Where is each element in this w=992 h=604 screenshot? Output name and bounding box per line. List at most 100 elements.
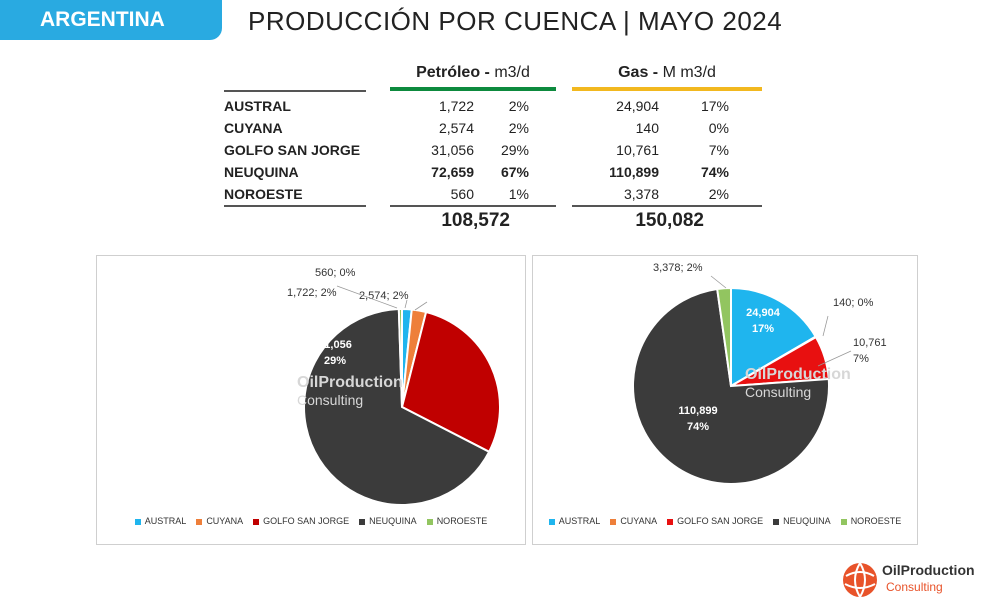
name-header-line [224, 90, 366, 92]
pie-data-label: 2,574; 2% [359, 290, 409, 302]
watermark-line1: OilProduction [745, 366, 851, 383]
legend-label: GOLFO SAN JORGE [263, 516, 350, 526]
page-title: PRODUCCIÓN POR CUENCA | MAYO 2024 [248, 6, 783, 36]
pie-data-label: 31,056 29% [318, 339, 352, 367]
logo-line1: OilProduction [882, 562, 975, 578]
legend-swatch [840, 518, 847, 525]
watermark: OilProduction Consulting [297, 374, 403, 410]
table-bottom-line-gas [572, 205, 762, 207]
basin-name: CUYANA [224, 120, 283, 136]
label-leader-line [710, 275, 727, 289]
pie-data-label: 1,722; 2% [287, 287, 337, 299]
legend-item: NEUQUINA [773, 516, 831, 526]
gas-header: Gas - M m3/d [572, 64, 762, 84]
pie-slice-noroeste [716, 286, 732, 387]
pie-data-label: 3,378; 2% [653, 262, 703, 274]
pie-slice-neuquina [303, 308, 491, 506]
oil-value: 560 [450, 186, 474, 202]
oil-percent: 2% [508, 98, 529, 114]
gas-value: 3,378 [623, 186, 659, 202]
legend-item: GOLFO SAN JORGE [253, 516, 349, 526]
legend-item: AUSTRAL [548, 516, 601, 526]
gas-percent: 17% [700, 98, 729, 114]
gas-value: 140 [635, 120, 659, 136]
oil-percent: 67% [500, 164, 529, 180]
legend-swatch [610, 518, 617, 525]
legend-item: NOROESTE [426, 516, 488, 526]
gas-percent: 2% [708, 186, 729, 202]
legend-label: AUSTRAL [144, 516, 187, 526]
watermark-line2: Consulting [297, 392, 364, 408]
legend-item: CUYANA [610, 516, 657, 526]
gas-header-unit: M m3/d [662, 64, 716, 81]
gas-header-bar [572, 87, 762, 91]
legend-label: CUYANA [206, 516, 244, 526]
legend-swatch [196, 518, 203, 525]
legend-label: CUYANA [620, 516, 658, 526]
oil-header-unit: m3/d [494, 64, 530, 81]
oil-value: 2,574 [438, 120, 474, 136]
pie-data-label: 560; 0% [315, 267, 356, 279]
pie-slice-golfo-san-jorge [400, 310, 501, 454]
gas-pie-panel: 24,904 17% 140; 0% 10,761 7% 110,899 74% 3,378;… [532, 255, 918, 545]
table-row: GOLFO SAN JORGE 31,056 29% 10,761 7% [224, 139, 764, 161]
legend-swatch [359, 518, 366, 525]
legend-label: AUSTRAL [558, 516, 601, 526]
gas-percent: 7% [708, 142, 729, 158]
watermark: OilProduction Consulting [745, 366, 851, 402]
legend-swatch [253, 518, 260, 525]
legend-item: AUSTRAL [134, 516, 187, 526]
pie-data-label: 24,904 17% [746, 307, 781, 335]
gas-pie-chart: 24,904 17% 140; 0% 10,761 7% 110,899 74% 3,378;… [632, 262, 887, 485]
logo-globe-icon [843, 562, 877, 598]
oil-header: Petróleo - m3/d [390, 64, 556, 84]
gas-total: 150,082 [635, 210, 704, 231]
oil-pie-panel: 560; 0% 1,722; 2% 2,574; 2% 31,056 29% 72,659… [96, 255, 526, 545]
table-row: AUSTRAL 1,722 2% 24,904 17% [224, 95, 764, 117]
oil-total: 108,572 [441, 210, 510, 231]
watermark-line2: Consulting [745, 384, 812, 400]
table-row: CUYANA 2,574 2% 140 0% [224, 117, 764, 139]
pie-slice-austral [730, 286, 818, 388]
basin-name: NEUQUINA [224, 164, 299, 180]
pie-slice-noroeste [397, 307, 403, 408]
gas-value: 10,761 [616, 142, 659, 158]
basin-name: AUSTRAL [224, 98, 291, 114]
label-leader-line [822, 315, 829, 337]
legend-swatch [667, 518, 674, 525]
legend-swatch [426, 518, 433, 525]
country-tag: ARGENTINA [0, 0, 222, 40]
legend-swatch [134, 518, 141, 525]
oil-value: 1,722 [438, 98, 474, 114]
gas-header-label: Gas - [618, 64, 659, 81]
gas-percent: 0% [708, 120, 729, 136]
gas-pie-legend: AUSTRAL CUYANA GOLFO SAN JORGE NEUQUINA NORO… [533, 516, 917, 526]
pie-slice-neuquina [632, 287, 830, 485]
pie-data-label: 72,659 67% [230, 407, 264, 435]
gas-value: 24,904 [616, 98, 659, 114]
legend-swatch [773, 518, 780, 525]
pie-data-label: 110,899 74% [678, 405, 717, 433]
label-leader-line [404, 299, 408, 309]
logo-line2: Consulting [886, 580, 943, 594]
label-leader-line [414, 301, 428, 311]
table-row: NEUQUINA 72,659 67% 110,899 74% [224, 161, 764, 183]
table-bottom-line-names [224, 205, 366, 207]
pie-data-label: 140; 0% [833, 297, 874, 309]
oil-header-bar [390, 87, 556, 91]
basin-name: NOROESTE [224, 186, 303, 202]
label-leader-line [817, 350, 852, 367]
legend-label: NOROESTE [436, 516, 488, 526]
oil-header-label: Petróleo - [416, 64, 490, 81]
oil-value: 72,659 [431, 164, 474, 180]
oil-percent: 1% [508, 186, 529, 202]
legend-label: NOROESTE [850, 516, 902, 526]
oil-pie-legend: AUSTRAL CUYANA GOLFO SAN JORGE NEUQUINA NORO… [97, 516, 525, 526]
pie-data-label: 10,761 7% [853, 337, 887, 365]
watermark-line1: OilProduction [297, 374, 403, 391]
company-logo: OilProduction Consulting [840, 560, 990, 600]
legend-label: GOLFO SAN JORGE [677, 516, 764, 526]
gas-percent: 74% [700, 164, 729, 180]
legend-label: NEUQUINA [783, 516, 831, 526]
legend-swatch [548, 518, 555, 525]
